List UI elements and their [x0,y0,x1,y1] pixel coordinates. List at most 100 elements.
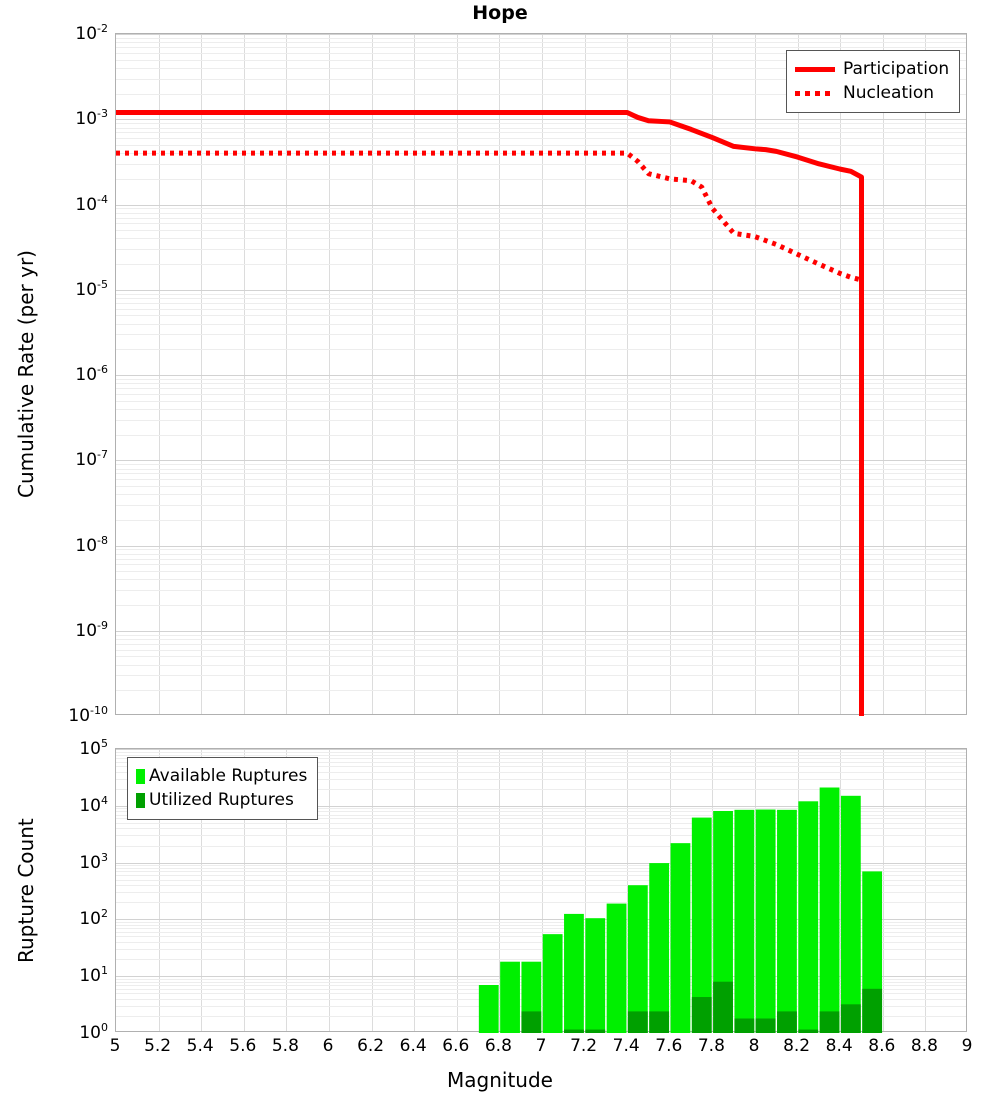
gridline-horizontal-minor [116,880,966,881]
gridline-vertical [201,34,203,714]
gridline-horizontal-minor [116,656,966,657]
gridline-horizontal-minor [116,324,966,325]
gridline-vertical [584,34,586,714]
y-tick-label: 10-5 [75,277,108,300]
x-tick-label: 7 [535,1036,547,1056]
x-tick-label: 5.2 [144,1036,172,1056]
y-tick-label: 10-8 [75,533,108,556]
gridline-horizontal-minor [116,639,966,640]
gridline-vertical [627,34,629,714]
gridline-vertical [669,34,671,714]
available-ruptures-swatch-icon [136,768,145,784]
legend-item-available-ruptures: Available Ruptures [136,764,307,788]
gridline-vertical [840,34,842,714]
gridline-horizontal-minor [116,383,966,384]
bar-utilized-ruptures [734,1018,755,1033]
gridline-vertical [755,34,756,714]
legend-label-utilized-ruptures: Utilized Ruptures [149,790,294,810]
gridline-horizontal-minor [116,675,966,676]
x-tick-label: 6.6 [442,1036,470,1056]
bar-utilized-ruptures [713,981,733,1033]
gridline-vertical [925,34,927,714]
gridline-vertical [286,34,288,714]
bar-available-ruptures [606,903,627,1033]
gridline-vertical [286,749,288,1031]
y-tick-label: 10-4 [75,192,108,215]
x-tick-label: 5.6 [229,1036,257,1056]
gridline-vertical [797,34,799,714]
legend-item-participation: Participation [795,57,949,81]
gridline-horizontal-minor [116,469,966,470]
gridline-horizontal-minor [116,145,966,146]
gridline-vertical [414,34,416,714]
gridline-horizontal-minor [116,238,966,239]
y-tick-label: 101 [79,964,108,987]
gridline-horizontal-minor [116,875,966,876]
gridline-horizontal-major [116,460,966,461]
gridline-horizontal-minor [116,902,966,903]
gridline-horizontal-minor [116,885,966,886]
x-tick-label: 7.8 [697,1036,725,1056]
gridline-horizontal-minor [116,42,966,43]
bar-utilized-ruptures [840,1004,861,1033]
bar-utilized-ruptures [777,1011,797,1033]
bar-utilized-ruptures [691,997,712,1033]
x-tick-label: 5.4 [186,1036,214,1056]
legend-label-participation: Participation [843,59,950,79]
gridline-horizontal-minor [116,420,966,421]
x-tick-label: 7.6 [655,1036,683,1056]
gridline-horizontal-minor [116,690,966,691]
gridline-horizontal-minor [116,435,966,436]
x-tick-label: 6.4 [399,1036,427,1056]
gridline-horizontal-minor [116,865,966,866]
gridline-horizontal-minor [116,554,966,555]
y-tick-label: 10-10 [68,704,108,726]
gridline-horizontal-minor [116,303,966,304]
gridline-vertical [712,34,714,714]
y-tick-label: 10-6 [75,363,108,385]
gridline-horizontal-minor [116,942,966,943]
gridline-horizontal-minor [116,811,966,812]
gridline-horizontal-minor [116,579,966,580]
gridline-vertical [243,34,245,714]
gridline-horizontal-minor [116,818,966,819]
x-tick-label: 8.8 [910,1036,938,1056]
gridline-horizontal-minor [116,394,966,395]
gridline-horizontal-minor [116,164,966,165]
gridline-horizontal-minor [116,47,966,48]
gridline-horizontal-minor [116,779,966,780]
gridline-horizontal-minor [116,564,966,565]
cumulative-rate-plot [115,33,967,716]
gridline-horizontal-minor [116,868,966,869]
gridline-horizontal-minor [116,486,966,487]
gridline-horizontal-minor [116,473,966,474]
gridline-horizontal-minor [116,808,966,809]
legend-label-available-ruptures: Available Ruptures [149,766,308,786]
gridline-vertical [797,749,799,1031]
gridline-horizontal-minor [116,179,966,180]
gridline-horizontal-major [116,34,966,35]
gridline-vertical [158,34,160,714]
gridline-horizontal-minor [116,932,966,933]
gridline-horizontal-minor [116,936,966,937]
bottom-plot-bars [478,787,883,1033]
y-tick-label: 104 [79,793,108,816]
gridline-horizontal-minor [116,409,966,410]
gridline-horizontal-minor [116,213,966,214]
gridline-vertical [201,749,203,1031]
x-tick-label: 5 [109,1036,121,1056]
gridline-vertical [329,749,330,1031]
x-tick-label: 7.4 [612,1036,640,1056]
bar-available-ruptures [777,809,797,1033]
gridline-horizontal-minor [116,605,966,606]
bar-utilized-ruptures [585,1029,606,1033]
gridline-horizontal-major [116,119,966,120]
gridline-horizontal-major [116,863,966,864]
gridline-horizontal-minor [116,922,966,923]
gridline-horizontal-minor [116,132,966,133]
gridline-horizontal-minor [116,53,966,54]
gridline-vertical [371,34,373,714]
bar-utilized-ruptures [627,1011,648,1033]
y-tick-label: 10-7 [75,448,108,471]
top-plot-legend: Participation Nucleation [786,50,961,113]
